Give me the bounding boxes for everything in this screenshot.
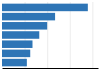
bar	[2, 59, 27, 67]
x-tick	[70, 2, 71, 68]
x-axis	[3, 2, 99, 69]
bar	[2, 50, 30, 58]
x-tick	[47, 2, 48, 68]
bar	[2, 22, 47, 30]
bars	[2, 4, 88, 67]
x-axis-line	[3, 68, 99, 69]
grid-line	[92, 2, 93, 68]
bar	[2, 40, 32, 48]
bar	[2, 4, 88, 12]
grid-line	[70, 2, 71, 68]
x-tick	[92, 2, 93, 68]
bar	[2, 13, 55, 21]
plot	[2, 2, 99, 69]
bar	[2, 31, 39, 39]
chart	[0, 0, 100, 71]
grid-line	[47, 2, 48, 68]
